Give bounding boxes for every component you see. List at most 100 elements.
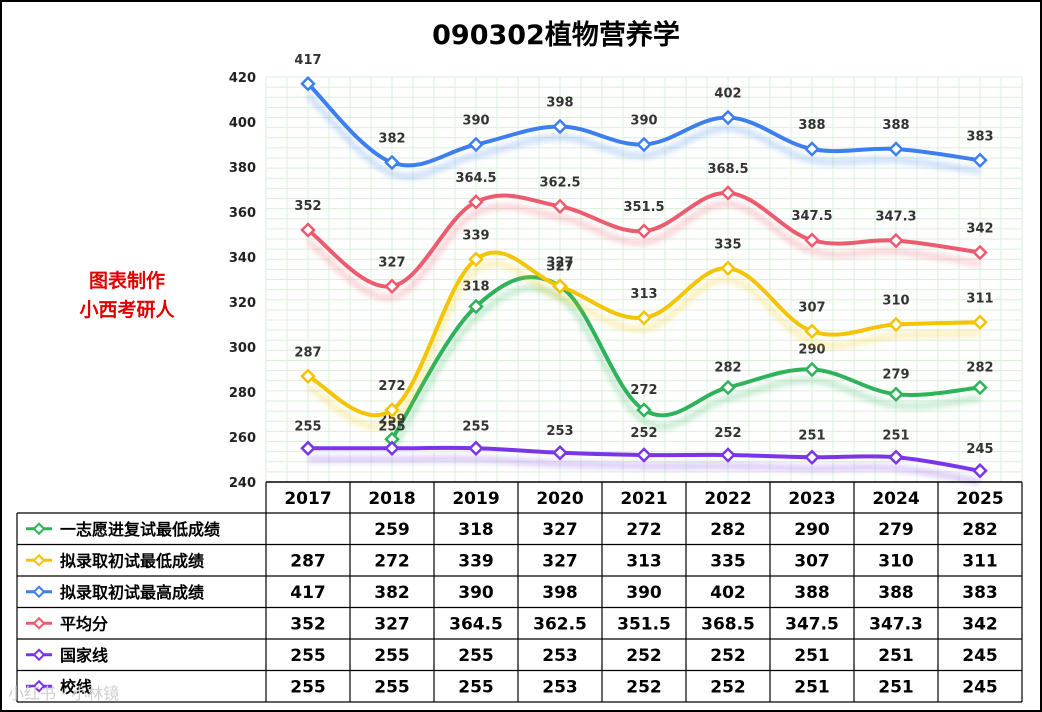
data-label: 282 <box>714 361 741 376</box>
data-label: 252 <box>714 426 741 441</box>
table-cell: 318 <box>458 520 494 540</box>
data-label: 311 <box>966 291 993 306</box>
data-point <box>972 314 988 331</box>
data-point <box>636 223 652 239</box>
data-point <box>720 447 736 463</box>
data-label: 279 <box>882 367 909 382</box>
legend-label: 平均分 <box>60 614 108 633</box>
table-cell: 313 <box>626 551 662 571</box>
data-point <box>468 136 484 153</box>
data-point <box>972 152 988 169</box>
data-point <box>804 449 820 466</box>
table-cell: 390 <box>626 583 662 603</box>
table-cell: 255 <box>458 677 494 697</box>
data-label: 398 <box>546 96 573 111</box>
data-label: 310 <box>882 294 909 309</box>
y-tick-label: 340 <box>229 251 256 266</box>
data-label: 388 <box>882 118 909 133</box>
data-point <box>804 232 820 248</box>
table-cell: 327 <box>542 520 578 540</box>
series-shadow-4 <box>307 455 981 485</box>
table-cell: 252 <box>710 677 746 697</box>
table-cell: 290 <box>794 520 830 540</box>
data-label: 347.5 <box>791 209 832 224</box>
table-cell: 310 <box>878 551 914 571</box>
data-point <box>636 402 652 418</box>
data-label: 253 <box>546 424 573 439</box>
data-label: 347.3 <box>875 210 916 225</box>
data-label: 327 <box>378 255 405 270</box>
table-cell: 347.5 <box>785 614 839 634</box>
data-point <box>300 222 316 238</box>
y-tick-label: 360 <box>229 206 256 221</box>
table-cell: 282 <box>710 520 746 540</box>
x-tick-label: 2021 <box>620 489 667 509</box>
data-label: 255 <box>462 419 489 434</box>
table-cell: 327 <box>374 614 410 634</box>
data-label: 335 <box>714 237 741 252</box>
table-cell: 253 <box>542 677 578 697</box>
x-tick-label: 2020 <box>536 489 583 509</box>
data-point <box>552 444 568 461</box>
table-cell: 382 <box>374 583 410 603</box>
table-cell: 253 <box>542 646 578 666</box>
data-label: 313 <box>630 287 657 302</box>
x-tick-label: 2024 <box>872 489 919 509</box>
data-point <box>636 309 652 326</box>
table-cell: 252 <box>626 677 662 697</box>
table-cell: 342 <box>962 614 998 634</box>
data-label: 390 <box>630 114 657 129</box>
series-shadow-0 <box>389 285 981 452</box>
data-label: 390 <box>462 114 489 129</box>
table-cell: 251 <box>878 677 914 697</box>
data-point <box>888 316 904 333</box>
legend-label: 拟录取初试最高成绩 <box>60 583 204 602</box>
data-label: 272 <box>378 379 405 394</box>
table-cell: 255 <box>458 646 494 666</box>
data-point <box>972 244 988 261</box>
data-point <box>888 386 904 403</box>
credit-line-1: 图表制作 <box>89 269 165 292</box>
data-label: 272 <box>630 383 657 398</box>
data-point <box>972 379 988 396</box>
data-label: 327 <box>546 255 573 270</box>
data-label: 255 <box>378 419 405 434</box>
x-tick-label: 2025 <box>956 489 1003 509</box>
table-cell: 327 <box>542 551 578 571</box>
data-label: 342 <box>966 222 993 237</box>
y-tick-label: 240 <box>229 476 256 491</box>
x-tick-label: 2018 <box>368 489 415 509</box>
x-tick-label: 2017 <box>284 489 331 509</box>
data-point <box>720 379 736 396</box>
table-cell: 417 <box>290 583 326 603</box>
data-point <box>636 447 652 463</box>
table-cell: 311 <box>962 551 998 571</box>
table-cell: 364.5 <box>449 614 503 634</box>
y-tick-label: 320 <box>229 296 256 311</box>
table-cell: 272 <box>374 551 410 571</box>
data-label: 417 <box>294 53 321 68</box>
table-cell: 352 <box>290 614 326 634</box>
data-label: 282 <box>966 361 993 376</box>
data-label: 402 <box>714 87 741 102</box>
data-label: 383 <box>966 129 993 144</box>
data-label: 382 <box>378 132 405 147</box>
legend-key-marker <box>32 585 46 599</box>
table-cell: 287 <box>290 551 326 571</box>
data-label: 388 <box>798 118 825 133</box>
chart-title: 090302植物营养学 <box>432 19 680 51</box>
legend-label: 一志愿进复试最低成绩 <box>60 520 220 539</box>
table-cell: 252 <box>626 646 662 666</box>
data-label: 368.5 <box>707 162 748 177</box>
y-tick-label: 380 <box>229 161 256 176</box>
table-cell: 307 <box>794 551 830 571</box>
data-point <box>552 198 568 215</box>
table-cell: 282 <box>962 520 998 540</box>
data-label: 351.5 <box>623 200 664 215</box>
data-label: 252 <box>630 426 657 441</box>
data-point <box>552 278 568 295</box>
data-point <box>300 75 316 92</box>
data-point <box>804 361 820 378</box>
table-cell: 368.5 <box>701 614 755 634</box>
